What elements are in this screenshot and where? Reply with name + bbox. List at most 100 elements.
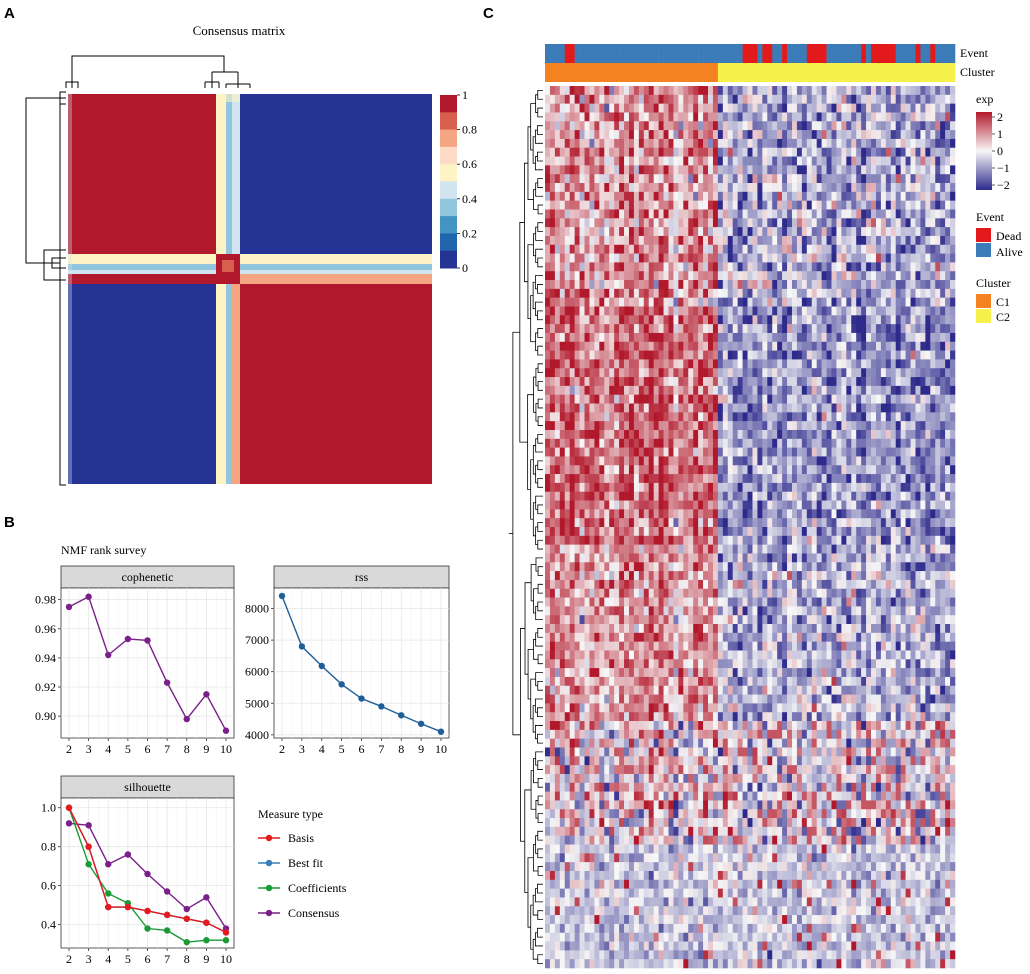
- dendrogram-branch: [519, 222, 528, 443]
- heatmap-cell: [846, 244, 852, 254]
- heatmap-cell: [747, 147, 753, 157]
- heatmap-cell: [569, 456, 575, 466]
- heatmap-cell: [747, 112, 753, 122]
- heatmap-cell: [678, 174, 684, 184]
- heatmap-cell: [742, 447, 748, 457]
- heatmap-cell: [599, 350, 605, 360]
- heatmap-cell: [708, 218, 714, 228]
- heatmap-cell: [599, 429, 605, 440]
- heatmap-cell: [732, 235, 738, 246]
- heatmap-cell: [712, 271, 719, 281]
- heatmap-cell: [900, 491, 906, 501]
- dendrogram-branch: [537, 583, 543, 594]
- heatmap-cell: [564, 447, 570, 457]
- heatmap-cell: [549, 324, 556, 334]
- heatmap-cell: [777, 359, 783, 369]
- dendrogram-branch: [537, 328, 543, 338]
- heatmap-cell: [712, 165, 719, 175]
- heatmap-cell: [762, 174, 768, 184]
- heatmap-cell: [811, 103, 817, 113]
- heatmap-cell: [559, 527, 566, 537]
- heatmap-cell: [653, 138, 659, 149]
- heatmap-cell: [880, 359, 887, 369]
- heatmap-cell: [871, 174, 877, 184]
- heatmap-cell: [752, 244, 758, 254]
- heatmap-cell: [604, 465, 610, 475]
- heatmap-cell: [811, 147, 817, 157]
- heatmap-cell: [668, 535, 674, 545]
- heatmap-cell: [871, 491, 877, 501]
- heatmap-cell: [737, 112, 743, 122]
- heatmap-cell: [545, 288, 551, 298]
- heatmap-cell: [594, 377, 600, 387]
- heatmap-cell: [880, 156, 887, 166]
- heatmap-cell: [737, 527, 743, 537]
- x-tick-label: 10: [435, 742, 447, 756]
- heatmap-cell: [678, 288, 684, 298]
- heatmap-cell: [811, 332, 817, 343]
- heatmap-cell: [668, 385, 674, 395]
- heatmap-cell: [549, 315, 556, 325]
- heatmap-cell: [599, 553, 605, 563]
- heatmap-cell: [698, 377, 704, 387]
- heatmap-cell: [826, 297, 832, 307]
- heatmap-cell: [811, 315, 817, 325]
- heatmap-cell: [866, 535, 872, 545]
- heatmap-cell: [668, 544, 674, 554]
- heatmap-cell: [861, 147, 867, 157]
- heatmap-cell: [633, 368, 640, 378]
- heatmap-cell: [737, 121, 743, 131]
- heatmap-cell: [638, 332, 645, 343]
- heatmap-cell: [693, 553, 699, 563]
- heatmap-cell: [851, 482, 857, 493]
- heatmap-cell: [940, 544, 946, 554]
- heatmap-cell: [772, 385, 778, 395]
- heatmap-cell: [589, 103, 595, 113]
- heatmap-cell: [703, 112, 709, 122]
- heatmap-cell: [866, 103, 872, 113]
- heatmap-cell: [747, 227, 753, 237]
- heatmap-cell: [930, 86, 936, 96]
- heatmap-cell: [554, 297, 561, 307]
- heatmap-cell: [856, 332, 862, 343]
- event-annotation-cell: [930, 44, 936, 63]
- heatmap-cell: [752, 394, 758, 404]
- heatmap-cell: [614, 500, 620, 510]
- heatmap-cell: [905, 324, 911, 334]
- heatmap-cell: [717, 227, 724, 237]
- heatmap-cell: [861, 385, 867, 395]
- heatmap-cell: [836, 280, 842, 290]
- heatmap-cell: [915, 509, 921, 519]
- heatmap-cell: [900, 394, 906, 404]
- heatmap-cell: [559, 518, 566, 528]
- heatmap-cell: [826, 174, 832, 184]
- heatmap-cell: [915, 183, 921, 193]
- heatmap-cell: [871, 359, 877, 369]
- heatmap-cell: [717, 209, 724, 219]
- heatmap-cell: [866, 332, 872, 343]
- heatmap-cell: [821, 394, 827, 404]
- heatmap-cell: [698, 535, 704, 545]
- heatmap-cell: [762, 403, 768, 413]
- data-point: [163, 888, 171, 895]
- heatmap-cell: [747, 535, 753, 545]
- heatmap-cell: [658, 368, 664, 378]
- heatmap-cell: [717, 156, 724, 166]
- heatmap-cell: [890, 341, 897, 351]
- heatmap-cell: [614, 315, 620, 325]
- heatmap-cell: [693, 165, 699, 175]
- heatmap-cell: [866, 200, 872, 210]
- heatmap-cell: [708, 350, 714, 360]
- heatmap-cell: [806, 235, 813, 246]
- data-point: [65, 820, 73, 827]
- heatmap-cell: [905, 385, 911, 395]
- heatmap-cell: [871, 527, 877, 537]
- heatmap-cell: [796, 350, 803, 360]
- heatmap-cell: [668, 156, 674, 166]
- heatmap-cell: [579, 174, 585, 184]
- heatmap-cell: [762, 544, 768, 554]
- heatmap-cell: [767, 500, 773, 510]
- heatmap-cell: [727, 394, 734, 404]
- heatmap-cell: [727, 429, 734, 440]
- heatmap-cell: [559, 403, 566, 413]
